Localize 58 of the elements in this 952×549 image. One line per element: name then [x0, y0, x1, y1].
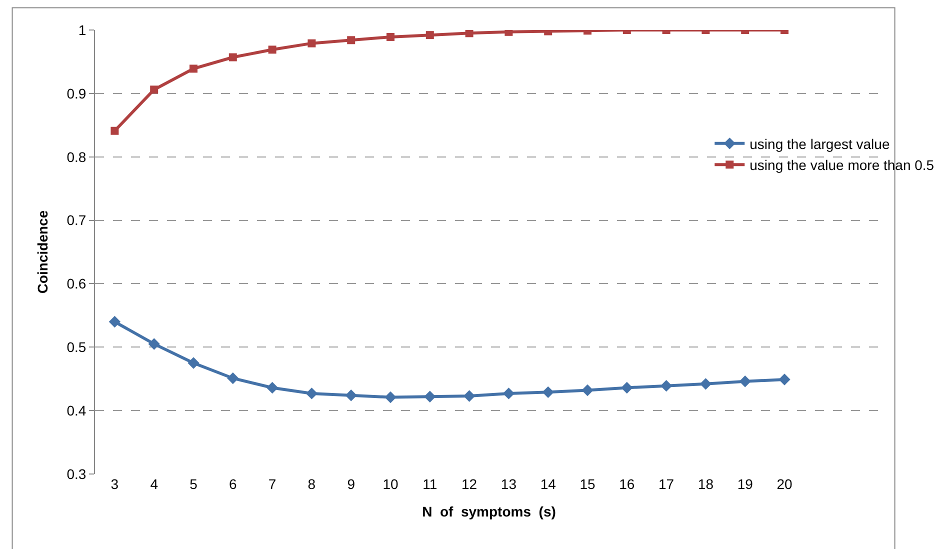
y-tick-label: 0.4 — [66, 402, 86, 418]
point — [108, 316, 121, 328]
point — [110, 126, 119, 135]
x-tick-label: 14 — [540, 476, 556, 492]
point — [424, 390, 436, 402]
x-tick-label: 15 — [580, 476, 596, 492]
point — [188, 357, 200, 369]
x-tick-label: 5 — [190, 476, 198, 492]
x-tick-label: 18 — [698, 476, 714, 492]
point — [268, 46, 276, 54]
y-axis-title: Coincidence — [34, 210, 50, 294]
x-tick-label: 20 — [776, 476, 792, 492]
x-tick-label: 13 — [500, 476, 517, 492]
x-tick-label: 16 — [619, 476, 635, 492]
point — [502, 388, 515, 400]
point — [700, 378, 712, 390]
y-tick-label: 0.7 — [66, 212, 86, 228]
point — [465, 30, 474, 38]
y-tick-label: 0.9 — [66, 85, 86, 102]
y-tick-label: 0.8 — [66, 148, 86, 165]
point — [266, 382, 278, 394]
point — [778, 374, 790, 386]
point — [227, 372, 239, 384]
point — [308, 39, 316, 48]
x-tick-label: 10 — [382, 476, 398, 492]
point — [345, 390, 357, 402]
point — [582, 384, 594, 396]
x-tick-label: 3 — [110, 476, 119, 492]
x-tick-label: 19 — [737, 476, 754, 492]
point — [306, 388, 318, 400]
x-tick-label: 7 — [268, 476, 276, 492]
legend-label: using the largest value — [750, 136, 890, 152]
point — [228, 53, 237, 62]
x-axis-title: N of symptoms (s) — [422, 503, 556, 520]
point — [347, 36, 356, 44]
y-tick-label: 0.3 — [66, 466, 86, 482]
point — [190, 64, 198, 73]
point — [150, 86, 158, 94]
point — [148, 338, 160, 350]
point — [386, 32, 394, 41]
y-tick-label: 0.6 — [66, 276, 86, 292]
x-tick-label: 11 — [422, 476, 438, 492]
x-tick-label: 9 — [347, 476, 356, 492]
legend-label: using the value more than 0.5 — [750, 157, 934, 174]
x-tick-label: 8 — [308, 476, 316, 492]
point — [621, 382, 633, 394]
x-tick-label: 6 — [229, 476, 237, 492]
point — [426, 31, 434, 40]
point — [542, 386, 554, 398]
point — [384, 391, 396, 404]
y-tick-label: 0.5 — [66, 339, 86, 356]
point — [660, 380, 672, 392]
point — [463, 390, 476, 402]
x-tick-label: 17 — [658, 476, 674, 492]
x-tick-label: 12 — [462, 476, 478, 492]
y-tick-label: 1 — [78, 22, 86, 38]
point — [739, 376, 751, 388]
x-tick-label: 4 — [150, 476, 158, 492]
